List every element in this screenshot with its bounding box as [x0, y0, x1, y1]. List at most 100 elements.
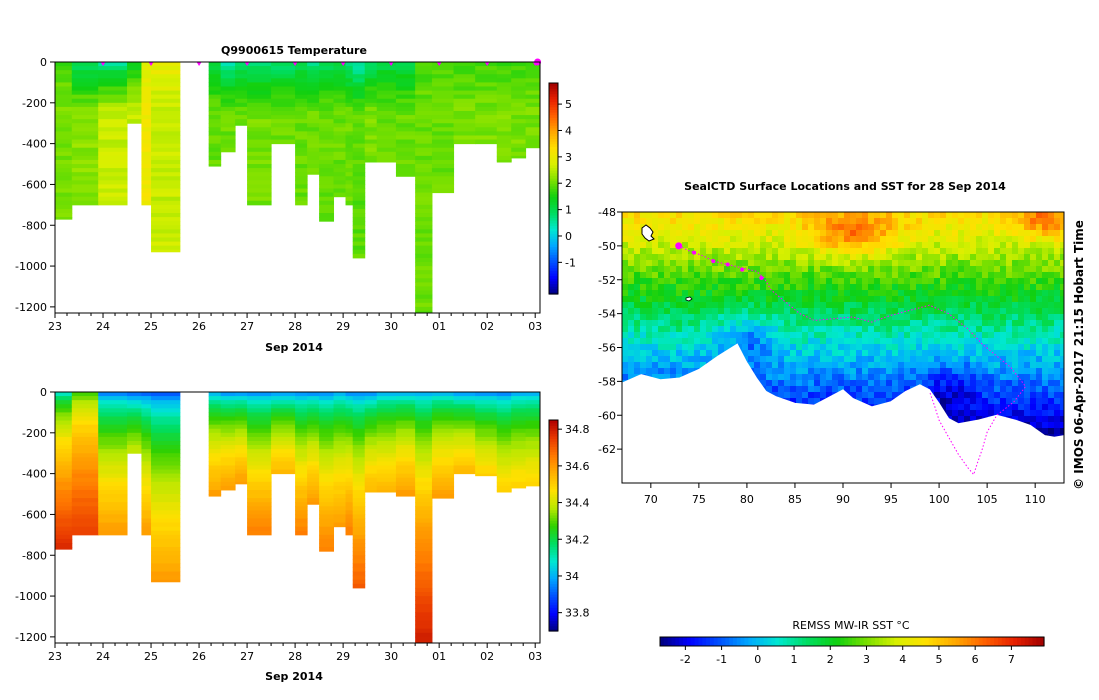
temperature_section-profile-26 — [525, 62, 541, 149]
temperature_section-y-tick: -800 — [22, 219, 47, 232]
salinity_section-y-tick: -800 — [22, 549, 47, 562]
sst-map-lon-tick: 90 — [836, 493, 850, 506]
sst-map-lat-tick: -58 — [598, 375, 616, 388]
temperature_section-profile-6 — [208, 62, 222, 167]
temperature_section-y-tick: -1000 — [15, 260, 47, 273]
temperature_section-profile-17 — [364, 62, 378, 163]
salinity_section-profile-17 — [364, 392, 378, 493]
sst-colorbar-tick: -2 — [680, 653, 691, 666]
sst-colorbar-tick: 0 — [754, 653, 761, 666]
salinity_section-profile-23 — [475, 392, 498, 477]
salinity_section-profile-2 — [98, 392, 128, 536]
profile-marker — [292, 62, 298, 66]
salinity_section-profile-18 — [376, 392, 397, 493]
seal-track-line — [678, 245, 1027, 476]
temperature_section-profile-9 — [247, 62, 272, 206]
temperature_section-profile-1 — [71, 62, 99, 206]
sst-map-lat-tick: -62 — [598, 443, 616, 456]
sst-map-lat-tick: -48 — [598, 206, 616, 219]
temperature_section-profile-21 — [431, 62, 455, 194]
salinity_section-profile-9 — [247, 392, 272, 536]
sst-map-lon-tick: 70 — [644, 493, 658, 506]
salinity_section-x-tick: 24 — [96, 650, 110, 663]
temperature_section-y-tick: -600 — [22, 178, 47, 191]
temperature_section-colorbar-tick: 0 — [565, 230, 572, 243]
salinity_section-x-tick: 01 — [432, 650, 446, 663]
salinity_section-profile-8 — [235, 392, 248, 485]
salinity_section-profile-25 — [511, 392, 527, 489]
kerguelen-islands — [641, 224, 693, 302]
surface-location-point — [725, 262, 730, 267]
temperature_section-y-tick: -1200 — [15, 301, 47, 314]
salinity_section-profile-20 — [415, 392, 433, 644]
temperature_section-profile-12 — [307, 62, 320, 175]
temperature_section-y-tick: -400 — [22, 138, 47, 151]
temperature_section-colorbar-tick: 2 — [565, 177, 572, 190]
salinity_section-profile-13 — [319, 392, 335, 552]
sst-colorbar-tick: 7 — [1008, 653, 1015, 666]
sst-map-panel: SealCTD Surface Locations and SST for 28… — [598, 180, 1065, 666]
sst-map-lon-tick: 95 — [884, 493, 898, 506]
salinity_section-profile-1 — [71, 392, 99, 536]
salinity_section-y-tick: -200 — [22, 427, 47, 440]
temperature_section-profile-3 — [127, 62, 142, 124]
sst-map-lat-tick: -54 — [598, 308, 616, 321]
salinity_section-profile-22 — [453, 392, 476, 475]
antarctic-land-mask — [622, 343, 1064, 483]
salinity_section-profile-14 — [333, 392, 347, 528]
salinity_section-x-tick: 28 — [288, 650, 302, 663]
salinity_section-y-tick: -600 — [22, 508, 47, 521]
salinity_section-x-tick: 25 — [144, 650, 158, 663]
salinity_section-profile-16 — [352, 392, 366, 589]
salinity_section-profile-19 — [395, 392, 416, 497]
temperature_section-x-tick: 26 — [192, 320, 206, 333]
temperature_section-profile-13 — [319, 62, 335, 222]
sst-map-title: SealCTD Surface Locations and SST for 28… — [684, 180, 1006, 193]
temperature_section-y-tick: 0 — [40, 56, 47, 69]
profile-marker — [484, 62, 490, 66]
salinity-section-panel: 23 24 25 26 27 28 29 30 01 02 03 0 -200 -400 -600 -800 -… — [15, 386, 589, 683]
sst-colorbar-tick: 2 — [827, 653, 834, 666]
salinity_section-colorbar-tick: 34 — [565, 570, 579, 583]
temperature_section-profile-4 — [141, 62, 152, 206]
temperature_section-y-tick: -200 — [22, 97, 47, 110]
temperature_section-x-tick: 27 — [240, 320, 254, 333]
temperature_section-profile-23 — [475, 62, 498, 145]
salinity_section-profile-10 — [271, 392, 296, 475]
temperature-section-panel: Q9900615 Temperature 23 24 25 26 27 28 29 30 01 0… — [15, 44, 576, 354]
sst-colorbar-tick: -1 — [716, 653, 727, 666]
sst-map-lon-tick: 80 — [740, 493, 754, 506]
salinity-x-label: Sep 2014 — [265, 670, 323, 683]
salinity_section-profile-24 — [496, 392, 512, 493]
sst-colorbar-tick: 5 — [935, 653, 942, 666]
temperature_section-x-tick: 03 — [528, 320, 542, 333]
temperature_section-profile-16 — [352, 62, 366, 259]
salinity_section-profile-21 — [431, 392, 455, 499]
temperature_section-x-tick: 28 — [288, 320, 302, 333]
salinity_section-x-tick: 27 — [240, 650, 254, 663]
salinity_section-profile-4 — [141, 392, 152, 536]
salinity_section-colorbar-tick: 33.8 — [565, 607, 590, 620]
sst-map-lon-tick: 85 — [788, 493, 802, 506]
salinity_section-x-tick: 29 — [336, 650, 350, 663]
sst-map-lat-tick: -52 — [598, 274, 616, 287]
salinity-plot-frame — [54, 391, 541, 644]
temperature_section-profile-19 — [395, 62, 416, 177]
salinity_section-profile-6 — [208, 392, 222, 497]
salinity_section-colorbar-tick: 34.2 — [565, 533, 590, 546]
profile-marker — [388, 62, 394, 66]
sst-colorbar-label: REMSS MW-IR SST °C — [792, 619, 910, 632]
temperature_section-profile-10 — [271, 62, 296, 145]
temperature-x-label: Sep 2014 — [265, 341, 323, 354]
salinity_section-profile-11 — [295, 392, 308, 536]
salinity_section-profile-0 — [55, 392, 73, 550]
temperature_section-profile-0 — [55, 62, 73, 220]
sst-map-lon-tick: 110 — [1025, 493, 1046, 506]
profile-marker — [244, 62, 250, 66]
temperature_section-profile-11 — [295, 62, 308, 206]
surface-location-point — [675, 242, 683, 250]
salinity_section-x-tick: 02 — [480, 650, 494, 663]
temperature_section-colorbar-tick: 4 — [565, 124, 572, 137]
temperature_section-profile-18 — [376, 62, 397, 163]
